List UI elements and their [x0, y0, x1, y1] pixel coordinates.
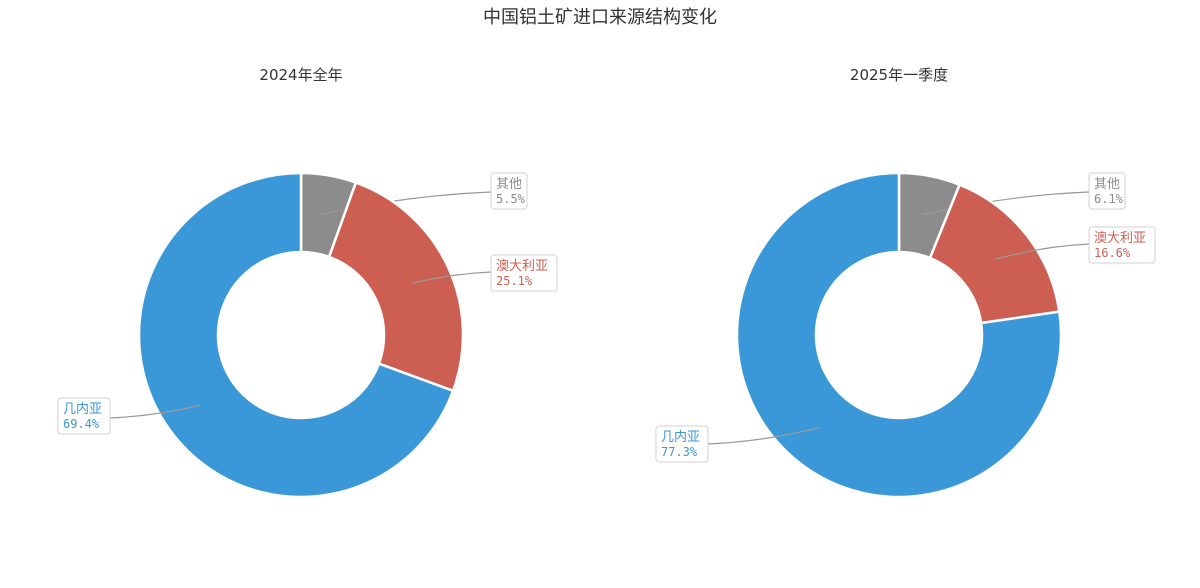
leader-line: [707, 427, 820, 445]
slice-label-name: 其他: [496, 177, 522, 192]
slice-label-value: 6.1%: [1094, 192, 1124, 206]
slice-label-name: 澳大利亚: [1094, 230, 1146, 246]
label-box: [655, 425, 709, 463]
slice-label-value: 5.5%: [496, 192, 526, 206]
slice-label-name: 其他: [1094, 177, 1120, 192]
slice-label-name: 几内亚: [63, 401, 102, 417]
donut-title: 2024年全年: [259, 66, 342, 84]
donut-slice: [327, 181, 465, 393]
leader-line: [411, 271, 492, 284]
leader-line: [995, 243, 1090, 260]
chart-title: 中国铝土矿进口来源结构变化: [483, 7, 717, 28]
slice-label-value: 77.3%: [661, 445, 698, 459]
donut-slice: [735, 171, 1063, 499]
leader-line: [922, 191, 1090, 216]
slice-label-value: 69.4%: [63, 417, 100, 431]
label-box: [57, 397, 111, 435]
label-box: [1088, 226, 1156, 264]
label-box: [490, 172, 528, 210]
slice-label-name: 几内亚: [661, 429, 700, 445]
label-box: [1088, 172, 1126, 210]
donut-slice: [137, 171, 455, 499]
label-box: [490, 254, 558, 292]
slice-label-name: 澳大利亚: [496, 258, 548, 274]
slice-label-value: 16.6%: [1094, 246, 1131, 260]
leader-line: [321, 191, 492, 215]
leader-line: [109, 404, 201, 419]
slice-label-value: 25.1%: [496, 274, 533, 288]
donut-title: 2025年一季度: [850, 66, 948, 84]
